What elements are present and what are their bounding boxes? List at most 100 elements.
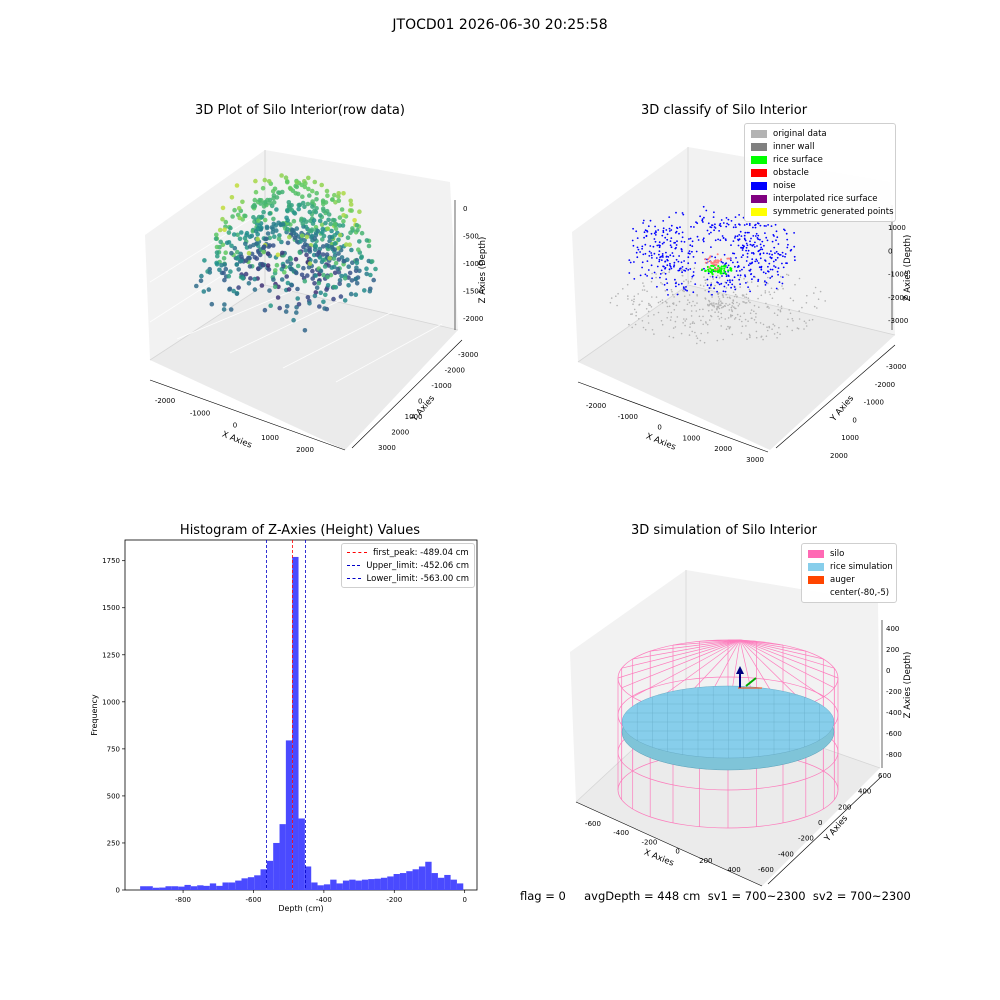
panel1-point	[272, 284, 278, 290]
panel1-point	[207, 270, 213, 275]
panel1-point	[236, 206, 242, 211]
panel2-point-original	[696, 337, 699, 340]
panel2-point-original	[755, 330, 758, 333]
panel1-point	[336, 198, 342, 204]
panel2-point-noise	[688, 238, 690, 240]
panel2-point-noise	[772, 260, 775, 263]
panel2-point-noise	[765, 236, 768, 239]
panel2-point-noise	[641, 245, 644, 248]
panel1-point	[339, 273, 344, 279]
panel1-point	[336, 251, 341, 256]
panel2-point-noise	[685, 286, 687, 288]
panel4-legend-swatch	[808, 589, 824, 597]
panel2-point-noise	[702, 240, 705, 243]
panel2-point-original	[768, 325, 770, 328]
panel1-point	[256, 218, 261, 223]
panel2-point-noise	[661, 254, 664, 257]
panel2-point-rice	[720, 272, 723, 275]
panel1-point	[327, 238, 332, 244]
panel1-x-tick: 2000	[296, 446, 314, 454]
panel1-y-tick: -3000	[458, 351, 478, 359]
panel2-point-noise	[774, 259, 777, 261]
panel2-point-original	[791, 317, 794, 320]
panel2-point-noise	[692, 274, 695, 277]
panel2-point-original	[627, 298, 629, 300]
panel2-x-tick: -2000	[586, 402, 606, 410]
panel2-point-noise	[714, 223, 716, 226]
panel2-point-noise	[767, 224, 769, 226]
panel2-point-original	[706, 323, 709, 326]
panel1-point	[285, 208, 290, 214]
panel2-point-noise	[729, 279, 731, 282]
panel2-point-original	[806, 294, 808, 297]
panel2-point-noise	[628, 272, 631, 274]
panel1-point	[288, 186, 294, 192]
panel2-point-original	[792, 319, 794, 322]
panel2-point-original	[824, 300, 826, 302]
panel2-point-original	[730, 315, 732, 318]
panel2-point-original	[647, 315, 650, 317]
panel2-point-original	[811, 318, 814, 321]
panel2-point-noise	[749, 268, 752, 271]
panel2-point-noise	[693, 226, 695, 228]
histogram-bar	[431, 873, 438, 890]
panel3-vlines	[266, 540, 306, 890]
panel2-point-original	[668, 271, 670, 273]
panel2-point-noise	[644, 243, 647, 246]
panel1-points	[194, 173, 378, 333]
panel2-point-rice	[716, 270, 719, 273]
panel1-point	[294, 184, 300, 190]
panel2-point-original	[776, 314, 779, 317]
panel1-point	[352, 218, 357, 223]
panel1-point	[304, 234, 310, 240]
panel2-point-noise	[726, 222, 728, 225]
panel2-point-original	[740, 332, 743, 334]
panel2-point-noise	[677, 260, 680, 263]
panel1-point	[287, 234, 292, 240]
panel2-point-noise	[659, 276, 661, 279]
panel1-point	[341, 219, 346, 224]
panel1-point	[288, 261, 294, 267]
panel2-point-noise	[689, 252, 691, 255]
panel2-point-original	[643, 289, 646, 291]
panel1-point	[269, 225, 275, 230]
panel1-point	[368, 272, 373, 278]
panel1-point	[328, 221, 334, 227]
panel2-point-noise	[769, 256, 772, 259]
panel2-point-noise	[733, 252, 736, 255]
panel2-point-noise	[703, 216, 705, 219]
panel2-point-noise	[642, 253, 645, 256]
panel2-point-noise	[702, 221, 704, 223]
panel1-point	[339, 255, 345, 260]
panel2-point-noise	[745, 282, 747, 284]
panel1-point	[348, 230, 353, 235]
panel2-point-noise	[676, 240, 678, 243]
panel1-point	[229, 243, 234, 249]
panel2-point-noise	[701, 219, 704, 222]
panel2-point-original	[641, 300, 643, 303]
panel4-z-tick: -400	[886, 709, 902, 717]
panel1-point	[280, 189, 285, 195]
panel2-point-original	[786, 273, 788, 276]
panel2-point-original	[704, 289, 706, 292]
panel1-point	[243, 271, 249, 277]
panel2-point-original	[776, 331, 779, 334]
panel2-point-noise	[670, 246, 673, 249]
panel2-point-noise	[744, 274, 746, 276]
panel2-point-rice	[720, 267, 723, 270]
panel2-point-original	[781, 285, 783, 287]
panel2-legend-item: obstacle	[751, 166, 889, 179]
panel2-point-noise	[706, 284, 709, 287]
panel2-point-original	[716, 274, 719, 277]
panel2-point-obstacle	[726, 257, 729, 260]
panel4-z-tick: 200	[886, 646, 899, 654]
histogram-bar	[197, 885, 204, 890]
panel1-point	[240, 199, 245, 205]
panel2-point-noise	[754, 235, 757, 237]
panel4-legend-item: auger	[808, 573, 890, 586]
panel4-x-tick: -600	[585, 820, 601, 828]
panel1-point	[305, 273, 310, 278]
panel1-point	[296, 302, 302, 307]
panel2-point-original	[757, 297, 759, 300]
panel1-point	[356, 247, 361, 252]
